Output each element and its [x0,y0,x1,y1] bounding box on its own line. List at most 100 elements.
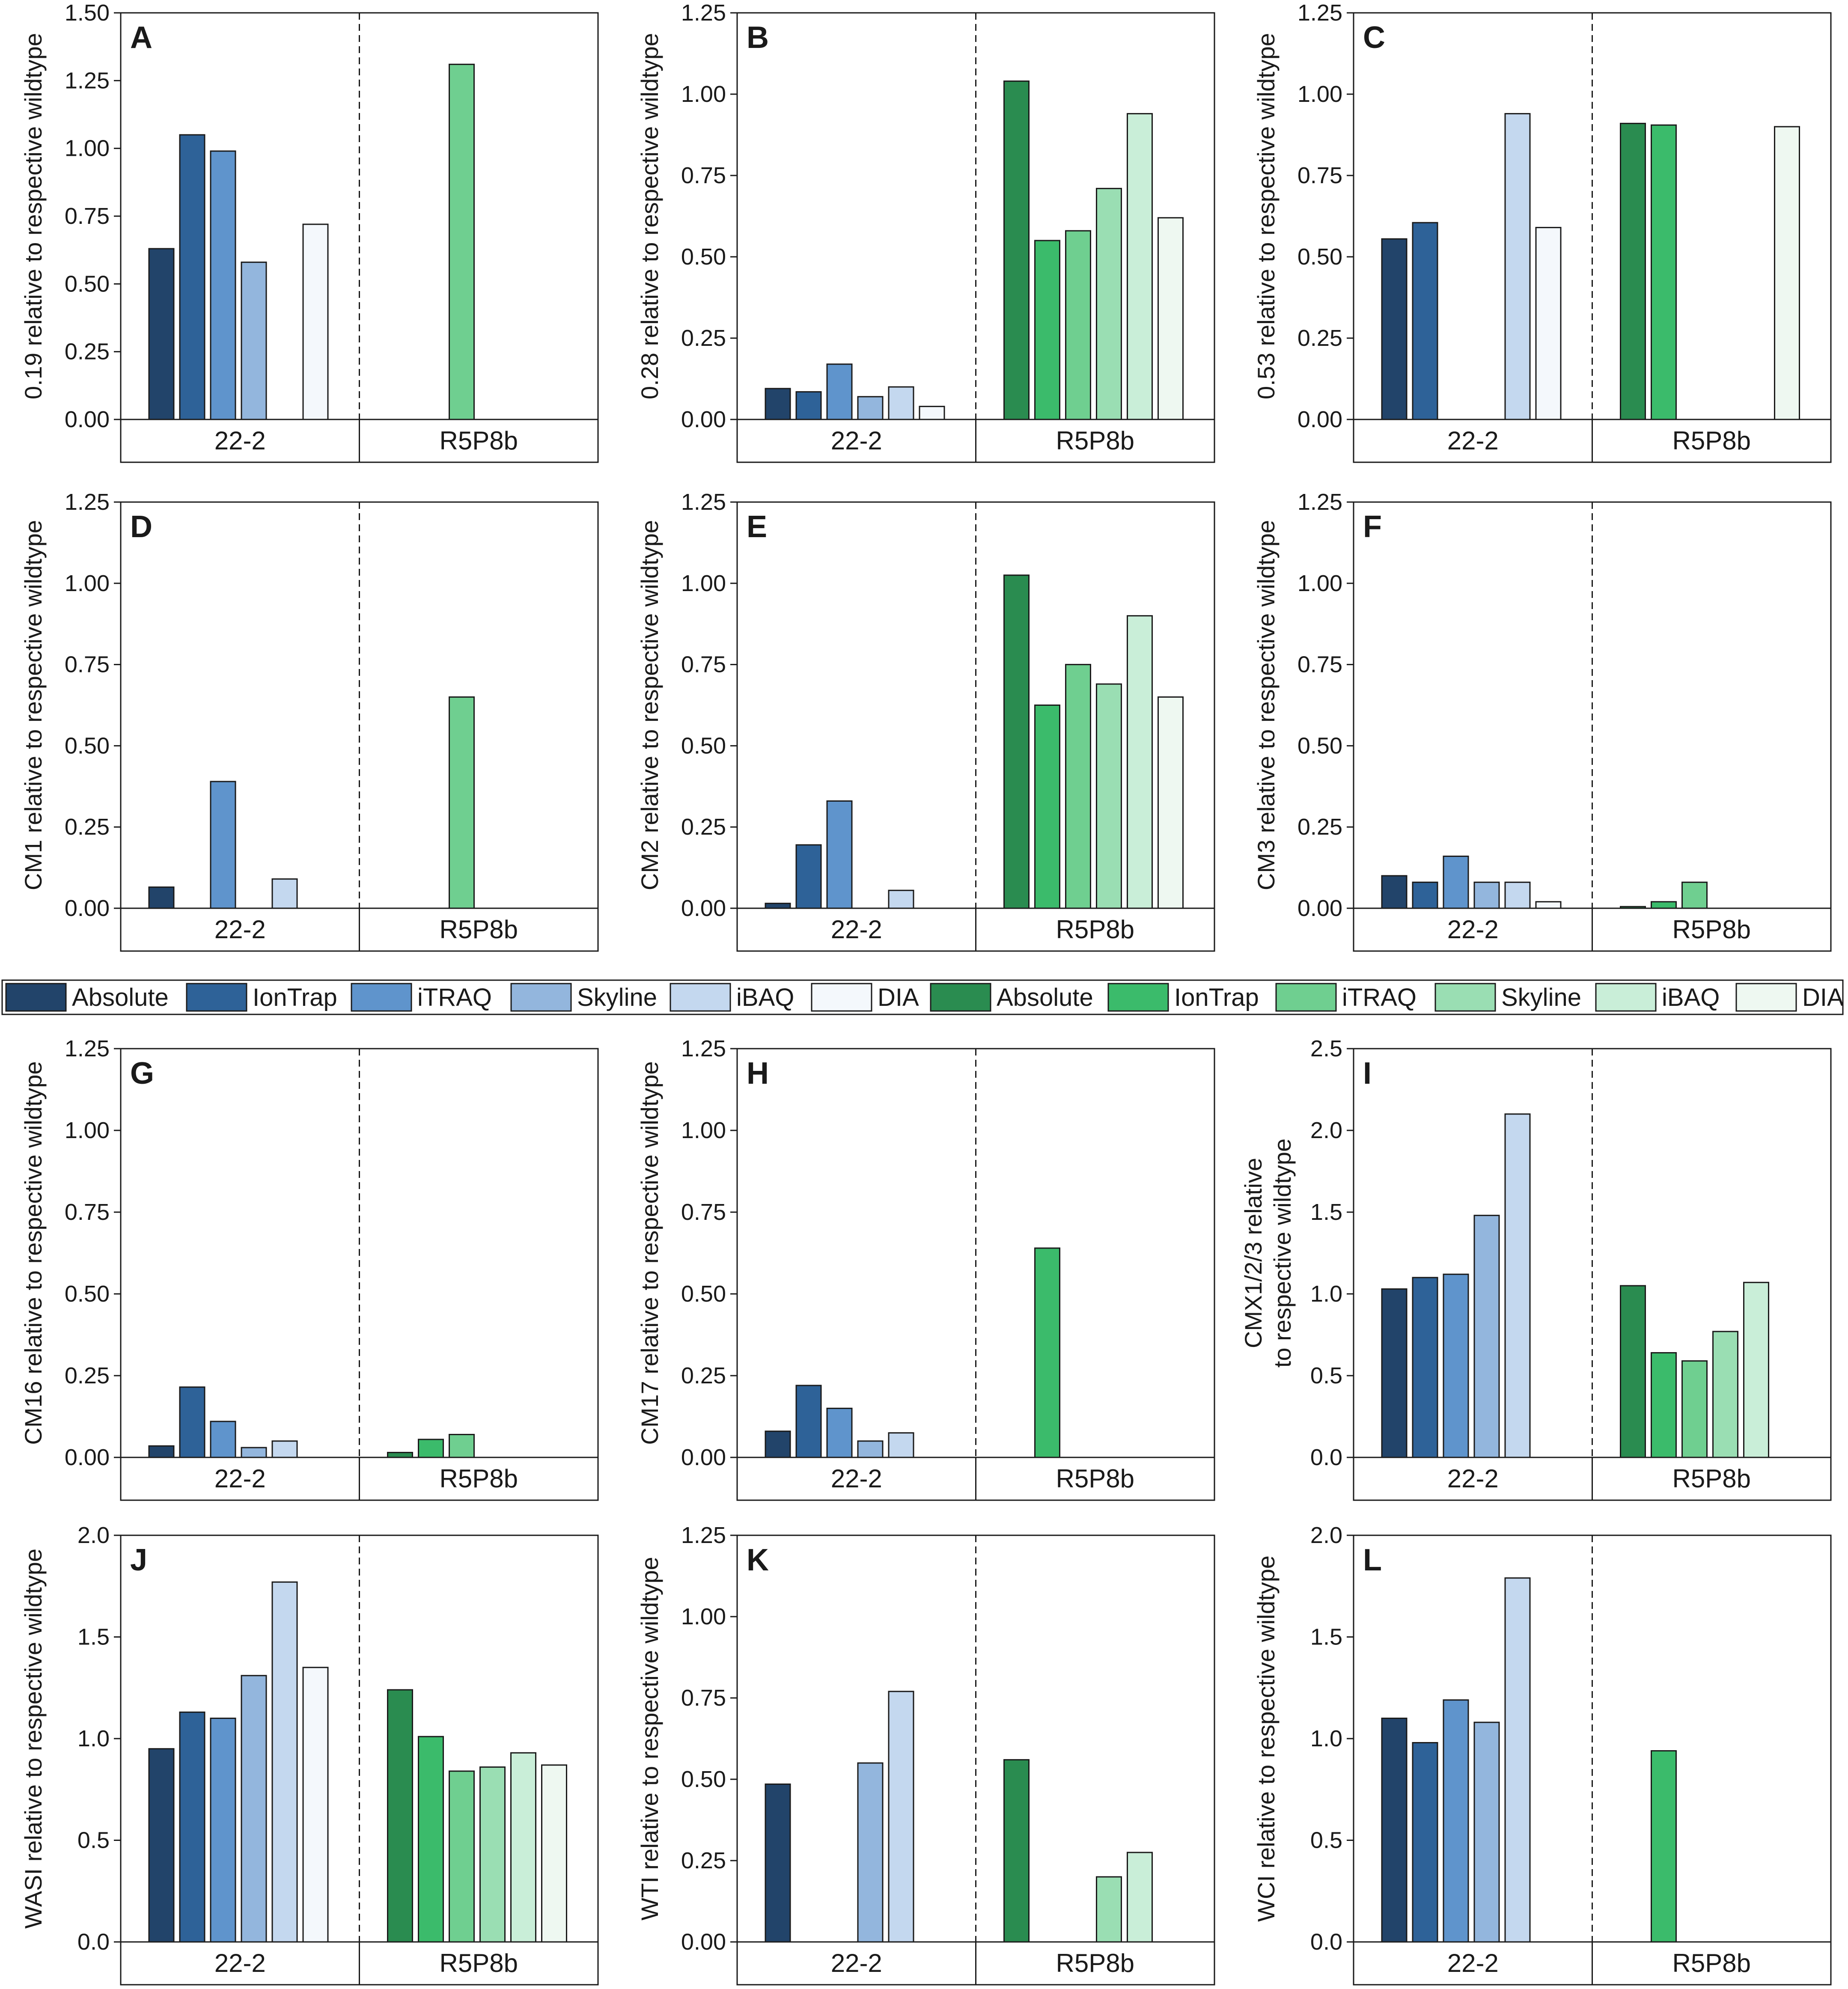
panel-j-bar-22-2-ibaq [271,1581,298,1943]
panel-j-bar-r5p8b-ibaq [510,1752,536,1943]
panel-f-bar-22-2-skyline [1473,881,1500,909]
legend-label-blue-skyline: Skyline [577,984,657,1011]
panel-l-ylabel: WCI relative to respective wildtype [1253,1555,1280,1922]
panel-j-bar-22-2-itraq [210,1718,236,1943]
panel-a: 0.00 0.25 0.50 0.75 1.00 1.25 1.50 0.19 relativ… [20,0,599,463]
panel-b-ylabel: 0.28 relative to respective wildtype [636,33,663,399]
panel-l-bar-22-2-itraq [1443,1699,1469,1943]
panel-j-bar-22-2-absolute [148,1748,175,1943]
legend-label-green-skyline: Skyline [1501,984,1581,1011]
legend-label-green-itraq: iTRAQ [1342,984,1417,1011]
panel-a-bar-22-2-itraq [210,150,236,420]
panel-l-ytick-label: 0.0 [1310,1929,1342,1955]
panel-k: 0.00 0.25 0.50 0.75 1.00 1.25 WTI relative to … [636,1522,1215,1986]
panel-h-ytick-label: 0.00 [681,1445,726,1470]
legend-label-green-ibaq: iBAQ [1662,984,1720,1011]
panel-g-ytick-label: 0.50 [65,1281,110,1307]
legend-swatch-blue-skyline [510,983,572,1012]
panel-i-ytick-label: 0.0 [1310,1445,1342,1470]
panel-i: 0.0 0.5 1.0 1.5 2.0 2.5 CMX1/2/3 relative to re… [1240,1036,1832,1501]
panels-layer: 0.00 0.25 0.50 0.75 1.00 1.25 1.50 0.19 relativ… [20,0,1832,1986]
panel-e-bar-r5p8b-iontrap [1034,705,1060,909]
panel-i-letter: I [1363,1056,1372,1091]
panel-c-bar-22-2-absolute [1381,238,1408,420]
panel-g-bar-22-2-ibaq [271,1440,298,1458]
panel-d-bar-r5p8b-itraq [449,696,475,909]
panel-c-bar-r5p8b-absolute [1620,122,1646,420]
panel-a-category-label: R5P8b [440,426,518,455]
panel-g-ytick-label: 1.00 [65,1118,110,1143]
panel-c-bar-22-2-ibaq [1504,113,1531,420]
panel-d-bar-22-2-itraq [210,781,236,909]
legend-label-blue-ibaq: iBAQ [736,984,794,1011]
panel-h-letter: H [747,1056,769,1091]
panel-g-bar-r5p8b-absolute [387,1452,413,1458]
legend-label-blue-absolute: Absolute [72,984,169,1011]
panel-f-bar-22-2-ibaq [1504,881,1531,909]
panel-c-ytick-label: 0.75 [1297,163,1342,188]
panel-j-bar-r5p8b-absolute [387,1689,413,1943]
panel-i-bar-r5p8b-skyline [1712,1331,1738,1458]
panel-f-ytick-label: 1.00 [1297,571,1342,596]
panel-j-bar-r5p8b-skyline [479,1766,506,1943]
panel-b-bar-22-2-iontrap [795,391,822,420]
panel-c-ylabel: 0.53 relative to respective wildtype [1253,33,1280,399]
panel-h-ytick-label: 1.00 [681,1118,726,1143]
panel-c-letter: C [1363,21,1385,55]
panel-f-ytick-label: 0.75 [1297,652,1342,678]
panel-b-letter: B [747,21,769,55]
panel-d-category-label: R5P8b [440,915,518,944]
legend-label-green-absolute: Absolute [997,984,1093,1011]
panel-i-bar-r5p8b-itraq [1681,1360,1708,1458]
panel-k-ytick-label: 1.00 [681,1604,726,1629]
panel-b-bar-r5p8b-iontrap [1034,240,1060,420]
legend-swatch-green-skyline [1434,983,1496,1012]
panel-f-bar-22-2-dia [1535,901,1562,909]
panel-i-ytick-label: 1.5 [1310,1199,1342,1225]
panel-k-bar-22-2-skyline [857,1762,884,1943]
panel-k-ytick-label: 0.00 [681,1929,726,1955]
panel-f-ytick-label: 0.25 [1297,814,1342,840]
panel-l-ytick-label: 1.0 [1310,1726,1342,1751]
panel-i-category-label: 22-2 [1447,1464,1499,1493]
panel-f-bar-r5p8b-absolute [1620,906,1646,909]
panel-a-bar-22-2-skyline [241,262,267,420]
panel-j-bar-r5p8b-itraq [449,1770,475,1943]
panel-c-category-label: R5P8b [1672,426,1751,455]
panel-a-ytick-label: 0.75 [65,203,110,229]
panel-a-bar-r5p8b-itraq [449,63,475,420]
legend-swatch-blue-iontrap [186,983,247,1012]
panel-d-bar-22-2-ibaq [271,878,298,909]
panel-c-bar-r5p8b-iontrap [1651,124,1677,420]
panel-b-bar-r5p8b-itraq [1065,230,1091,420]
panel-h-ytick-label: 0.75 [681,1199,726,1225]
panel-i-bar-r5p8b-iontrap [1651,1352,1677,1458]
panel-g-ylabel: CM16 relative to respective wildtype [20,1061,47,1445]
panel-e-category-label: R5P8b [1056,915,1134,944]
panel-b-bar-22-2-skyline [857,396,884,420]
legend-swatch-blue-itraq [351,983,412,1012]
panel-a-bar-22-2-absolute [148,248,175,420]
panel-e-ytick-label: 0.50 [681,733,726,758]
panel-f: 0.00 0.25 0.50 0.75 1.00 1.25 CM3 relative to … [1253,489,1832,952]
panel-i-bar-22-2-ibaq [1504,1113,1531,1458]
panel-f-bar-22-2-absolute [1381,875,1408,909]
panel-b-bar-r5p8b-ibaq [1127,113,1153,420]
panel-e-bar-22-2-iontrap [795,844,822,909]
panel-j-ylabel: WASI relative to respective wildtype [20,1549,47,1929]
panel-h-ytick-label: 1.25 [681,1036,726,1061]
legend-swatch-green-iontrap [1107,983,1169,1012]
panel-d-ytick-label: 0.00 [65,895,110,921]
panel-e-ylabel: CM2 relative to respective wildtype [636,520,663,890]
panel-i-ylabel: CMX1/2/3 relative [1240,1158,1267,1348]
panel-i-bar-r5p8b-ibaq [1743,1281,1769,1458]
panel-k-bar-r5p8b-ibaq [1127,1852,1153,1943]
panel-e-letter: E [747,510,767,544]
panel-e-bar-22-2-ibaq [888,889,914,909]
panel-j-bar-22-2-iontrap [179,1711,205,1943]
panel-j: 0.0 0.5 1.0 1.5 2.0 WASI relative to respecti… [20,1522,599,1986]
panel-i-bar-22-2-iontrap [1412,1277,1438,1458]
legend-frame [1,979,1844,1015]
panel-k-category-label: R5P8b [1056,1949,1134,1977]
